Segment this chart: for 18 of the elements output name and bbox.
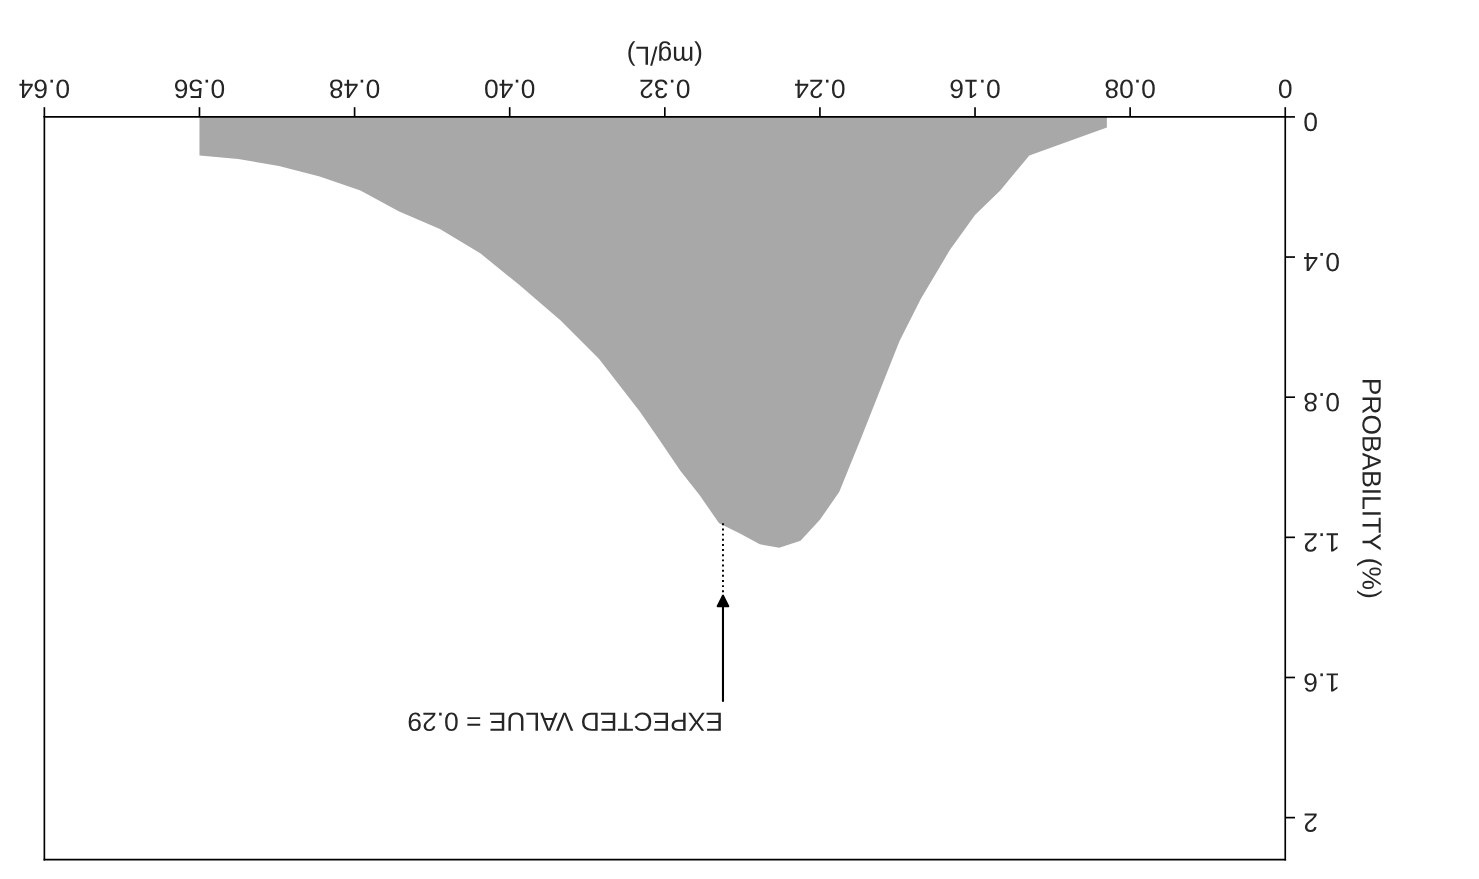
x-tick-label: 0.48	[330, 79, 380, 99]
x-tick-label: 0.64	[19, 79, 70, 99]
x-axis-title: (mg/L)	[628, 41, 702, 66]
x-tick-label: 0	[1278, 79, 1292, 99]
y-axis-title: PROBABILITY (%)	[1357, 379, 1382, 598]
y-tick-label: 1.2	[1304, 533, 1338, 552]
y-tick-label: 1.6	[1304, 673, 1338, 692]
x-tick-label: 0.32	[640, 79, 690, 99]
y-tick-label: 0.8	[1304, 392, 1339, 412]
x-tick-label: 0.56	[174, 79, 225, 99]
annotation: EXPECTED VALUE = 0.29	[408, 712, 721, 732]
x-tick-label: 0.40	[485, 79, 535, 99]
x-tick-label: 0.08	[1105, 79, 1155, 99]
y-tick-label: 0.4	[1304, 252, 1339, 272]
x-tick-label: 0.16	[950, 79, 1000, 99]
x-tick-label: 0.24	[795, 79, 845, 99]
y-tick-label: 0	[1304, 112, 1317, 132]
y-tick-label: 2	[1304, 813, 1317, 832]
